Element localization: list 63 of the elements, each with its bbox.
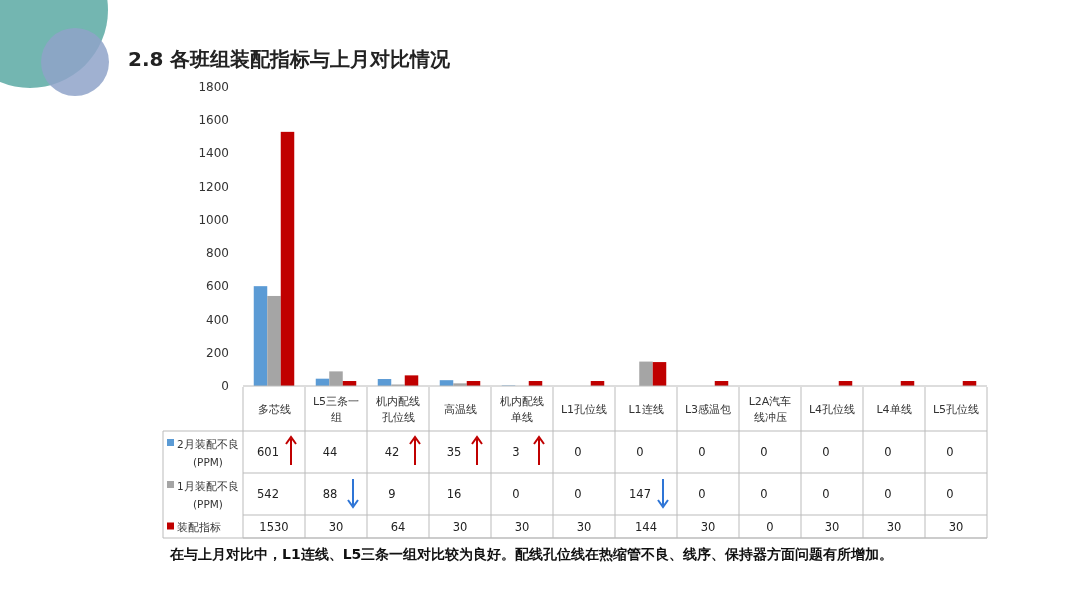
data-label: 16 <box>446 487 462 501</box>
data-label: 0 <box>884 487 892 501</box>
data-label: 30 <box>328 519 344 534</box>
y-tick-label: 800 <box>206 246 229 261</box>
data-label: 0 <box>822 445 830 459</box>
x-tick-label: L5孔位线 <box>932 403 980 416</box>
data-label: 0 <box>574 445 582 459</box>
data-label: 1530 <box>259 519 289 534</box>
data-label: 44 <box>322 445 338 459</box>
data-label: 30 <box>824 519 840 534</box>
y-tick-label: 1400 <box>198 146 229 161</box>
y-tick-label: 0 <box>221 379 229 393</box>
x-tick-label: L1连线 <box>628 403 664 416</box>
data-label: 30 <box>948 519 964 534</box>
x-tick-label: L5三条一组 <box>312 395 360 424</box>
data-label: 0 <box>946 487 954 501</box>
data-label: 0 <box>760 445 768 459</box>
legend-label: 2月装配不良(PPM) <box>177 438 239 468</box>
data-label: 144 <box>635 519 657 534</box>
data-label: 0 <box>760 487 768 501</box>
x-tick-label: 高温线 <box>443 403 477 416</box>
data-label: 542 <box>257 487 279 501</box>
text: 在与上月对比中，L1连线、L5三条一组对比较为良好。配线孔位线在热缩管不良、线序、保持器方面问题有所增加。 <box>169 546 894 562</box>
data-label: 30 <box>576 519 592 534</box>
data-label: 0 <box>574 487 582 501</box>
legend-label: 1月装配不良(PPM) <box>177 480 239 510</box>
data-label: 42 <box>384 445 400 459</box>
y-tick-label: 600 <box>206 279 229 294</box>
data-label: 9 <box>388 487 396 501</box>
x-tick-label: L4单线 <box>876 403 912 416</box>
x-tick-label: L1孔位线 <box>560 403 608 416</box>
data-label: 30 <box>700 519 716 534</box>
data-label: 147 <box>629 487 651 501</box>
data-label: 0 <box>884 445 892 459</box>
data-label: 30 <box>514 519 530 534</box>
data-label: 64 <box>390 519 406 534</box>
data-label: 601 <box>257 445 279 459</box>
data-label: 0 <box>766 519 774 534</box>
data-label: 0 <box>822 487 830 501</box>
x-tick-label: 机内配线孔位线 <box>376 395 420 424</box>
y-tick-label: 1200 <box>198 179 229 194</box>
data-label: 30 <box>886 519 902 534</box>
data-label: 3 <box>512 445 520 459</box>
data-label: 0 <box>698 487 706 501</box>
data-label: 0 <box>698 445 706 459</box>
y-tick-label: 1000 <box>198 212 229 227</box>
data-label: 0 <box>512 487 520 501</box>
x-tick-label: 机内配线单线 <box>500 395 544 424</box>
x-tick-label: L4孔位线 <box>808 403 856 416</box>
y-tick-label: 200 <box>206 345 229 360</box>
data-label: 35 <box>446 445 462 459</box>
y-tick-label: 400 <box>206 312 229 327</box>
x-tick-label: 多芯线 <box>257 403 291 416</box>
data-label: 30 <box>452 519 468 534</box>
data-label: 0 <box>946 445 954 459</box>
chart-title: 2.8 各班组装配指标与上月对比情况 <box>128 47 452 71</box>
y-tick-label: 1600 <box>198 113 229 128</box>
legend-label: 装配指标 <box>177 520 221 533</box>
data-label: 88 <box>322 487 338 501</box>
x-tick-label: L2A汽车线冲压 <box>748 395 792 424</box>
x-tick-label: L3感温包 <box>684 403 732 416</box>
data-label: 0 <box>636 445 644 459</box>
y-tick-label: 1800 <box>198 80 229 94</box>
